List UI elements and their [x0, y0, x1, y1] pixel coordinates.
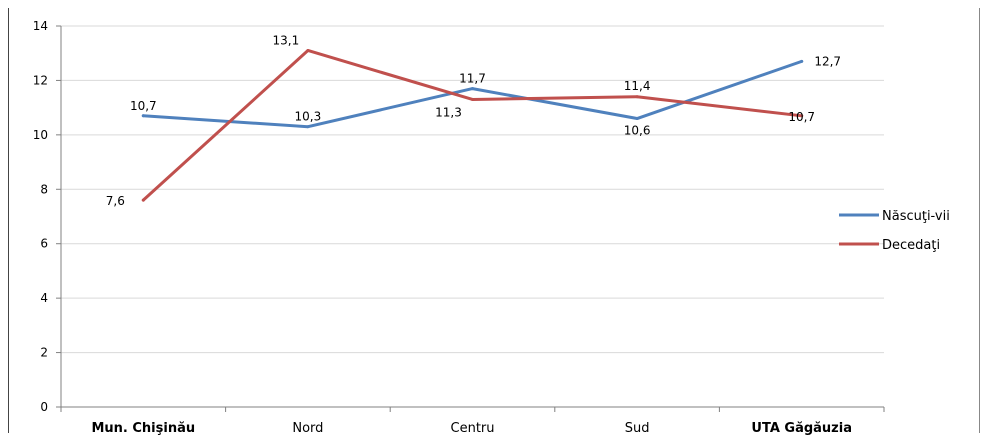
series-0-point-1 [306, 125, 310, 129]
y-tick-label-2: 4 [40, 291, 48, 305]
y-tick-label-3: 6 [40, 237, 48, 251]
y-tick-label-6: 12 [33, 73, 48, 87]
data-label-series-1-1: 13,1 [273, 33, 300, 47]
series-0-point-2 [471, 87, 474, 91]
legend-label-1: Decedaţi [882, 238, 940, 253]
data-label-series-0-2: 11,7 [459, 72, 486, 86]
data-label-series-0-1: 10,3 [295, 110, 322, 124]
y-tick-label-5: 10 [33, 128, 48, 142]
x-category-label-0: Mun. Chişinău [91, 421, 195, 436]
y-tick-label-7: 14 [33, 19, 48, 33]
series-0-point-4 [800, 59, 804, 63]
chart-frame [8, 8, 980, 433]
data-label-series-0-0: 10,7 [130, 99, 157, 113]
series-1-point-4 [800, 114, 804, 118]
y-tick-label-1: 2 [40, 346, 48, 360]
series-0-point-0 [141, 114, 145, 118]
data-label-series-1-2: 11,3 [435, 105, 462, 119]
data-label-series-1-4: 10,7 [788, 110, 815, 124]
x-category-label-3: Sud [625, 421, 650, 436]
series-0-point-3 [635, 117, 639, 121]
x-category-label-2: Centru [451, 421, 495, 436]
x-category-label-1: Nord [292, 421, 323, 436]
legend-label-0: Născuţi-vii [882, 209, 950, 224]
data-label-series-0-3: 10,6 [624, 124, 651, 138]
series-1-point-1 [306, 48, 310, 52]
data-label-series-1-0: 7,6 [106, 194, 125, 208]
x-category-label-4: UTA Găgăuzia [751, 421, 852, 436]
data-label-series-1-3: 11,4 [624, 79, 651, 93]
series-1-point-3 [635, 95, 639, 99]
y-tick-label-0: 0 [40, 400, 48, 414]
data-label-series-0-4: 12,7 [814, 54, 841, 68]
series-1-point-0 [141, 198, 145, 202]
series-1-point-2 [471, 97, 474, 101]
y-tick-label-4: 8 [40, 182, 48, 196]
